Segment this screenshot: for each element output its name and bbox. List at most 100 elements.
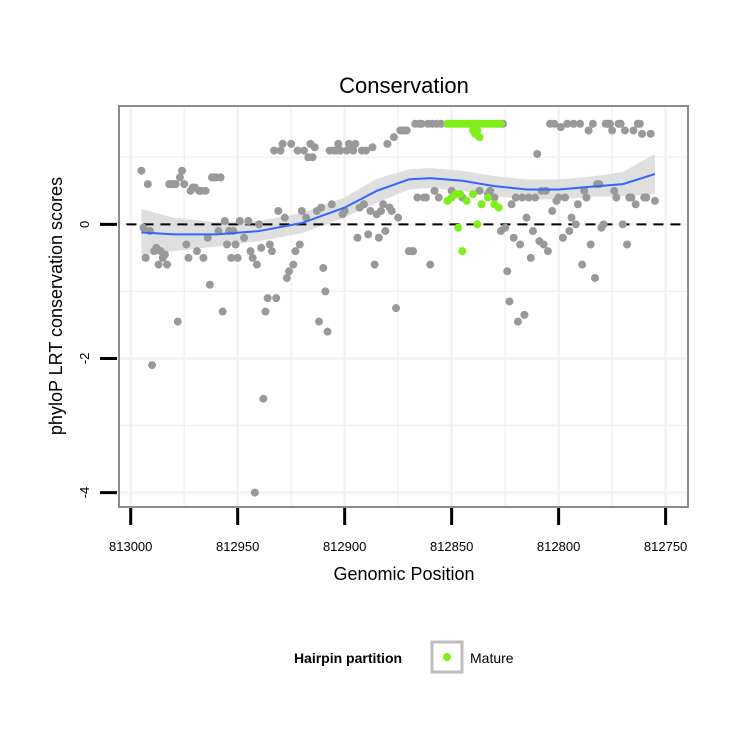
other-point bbox=[280, 213, 289, 222]
other-point bbox=[590, 274, 599, 282]
other-point bbox=[586, 240, 595, 249]
other-point bbox=[193, 247, 202, 256]
other-point bbox=[580, 186, 589, 195]
other-point bbox=[554, 193, 563, 202]
other-point bbox=[274, 206, 283, 215]
other-point bbox=[233, 253, 242, 262]
other-point bbox=[511, 193, 520, 202]
other-point bbox=[620, 126, 629, 135]
other-point bbox=[154, 260, 163, 269]
other-point bbox=[558, 233, 567, 242]
other-point bbox=[605, 119, 614, 128]
smooth-line-layer bbox=[141, 173, 656, 236]
mature-point bbox=[475, 133, 484, 142]
other-point bbox=[576, 119, 585, 128]
other-point bbox=[379, 200, 388, 209]
other-point bbox=[368, 143, 377, 152]
legend-label-mature: Mature bbox=[470, 650, 514, 666]
other-point bbox=[524, 193, 533, 202]
other-point bbox=[528, 227, 537, 236]
other-point bbox=[366, 206, 375, 215]
other-point bbox=[282, 274, 291, 282]
other-point bbox=[285, 267, 294, 276]
other-point bbox=[141, 253, 150, 262]
other-point bbox=[507, 200, 516, 209]
other-point bbox=[163, 260, 172, 269]
mature-point bbox=[473, 126, 482, 135]
other-point bbox=[252, 260, 261, 269]
other-point bbox=[359, 200, 368, 209]
other-point bbox=[182, 240, 191, 249]
other-point bbox=[265, 240, 274, 249]
other-point bbox=[588, 119, 597, 128]
x-axis: 813000 812950 812900 812850 812800 812750 bbox=[109, 508, 687, 554]
other-points-layer bbox=[137, 119, 659, 497]
other-point bbox=[520, 310, 529, 319]
other-point bbox=[434, 193, 443, 202]
other-point bbox=[255, 220, 264, 229]
other-point bbox=[246, 247, 255, 256]
other-point bbox=[599, 220, 608, 229]
other-point bbox=[143, 180, 152, 189]
other-point bbox=[272, 294, 281, 303]
mature-point bbox=[462, 196, 471, 205]
mature-point bbox=[494, 203, 503, 212]
other-point bbox=[635, 119, 644, 128]
other-point bbox=[582, 193, 591, 202]
other-point bbox=[374, 233, 383, 242]
other-point bbox=[584, 126, 593, 135]
other-point bbox=[310, 143, 319, 152]
confidence-ribbon bbox=[141, 153, 655, 256]
other-point bbox=[541, 186, 550, 195]
other-point bbox=[205, 280, 214, 289]
other-point bbox=[608, 126, 617, 135]
other-point bbox=[436, 119, 445, 128]
other-point bbox=[353, 233, 362, 242]
other-point bbox=[539, 240, 548, 249]
legend: Hairpin partition Mature bbox=[294, 640, 514, 674]
other-point bbox=[240, 233, 249, 242]
mature-point bbox=[484, 193, 493, 202]
other-point bbox=[646, 129, 655, 138]
other-point bbox=[550, 119, 559, 128]
other-point bbox=[362, 146, 371, 155]
other-point bbox=[148, 361, 157, 370]
other-point bbox=[235, 217, 244, 225]
other-point bbox=[218, 307, 227, 316]
other-point bbox=[184, 253, 193, 262]
other-point bbox=[334, 139, 343, 148]
mature-point bbox=[477, 200, 486, 209]
other-point bbox=[137, 166, 146, 175]
other-point bbox=[319, 263, 328, 272]
other-point bbox=[518, 193, 527, 202]
other-point bbox=[421, 193, 430, 202]
mature-point bbox=[469, 190, 478, 199]
other-point bbox=[383, 139, 392, 148]
x-tick-label: 812950 bbox=[216, 539, 259, 554]
y-axis: 0 -2 -4 bbox=[77, 221, 117, 498]
other-point bbox=[178, 166, 187, 175]
other-point bbox=[571, 220, 580, 229]
y-axis-label: phyloP LRT conservation scores bbox=[46, 177, 66, 435]
other-point bbox=[392, 304, 401, 313]
other-point bbox=[201, 186, 210, 195]
other-point bbox=[509, 233, 518, 242]
confidence-ribbon-layer bbox=[141, 153, 655, 256]
other-point bbox=[278, 139, 287, 148]
other-point bbox=[650, 196, 659, 205]
other-point bbox=[336, 146, 345, 155]
chart-title: Conservation bbox=[339, 73, 469, 98]
other-point bbox=[203, 233, 212, 242]
legend-title: Hairpin partition bbox=[294, 650, 402, 666]
other-point bbox=[627, 193, 636, 202]
y-tick-label: -2 bbox=[77, 353, 92, 365]
other-point bbox=[567, 213, 576, 222]
other-point bbox=[291, 247, 300, 256]
other-point bbox=[171, 180, 180, 189]
other-point bbox=[505, 297, 514, 306]
other-point bbox=[220, 217, 229, 225]
other-point bbox=[216, 173, 225, 182]
other-point bbox=[543, 247, 552, 256]
other-point bbox=[486, 186, 495, 195]
other-point bbox=[569, 119, 578, 128]
